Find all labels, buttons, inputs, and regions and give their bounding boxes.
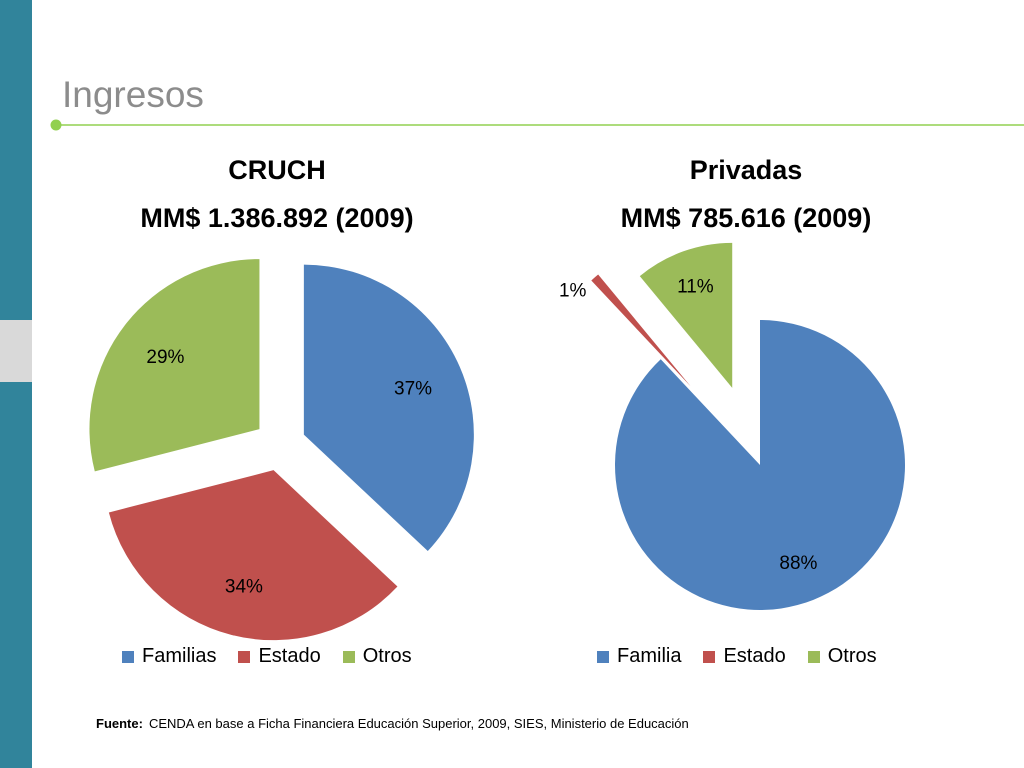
legend-label: Estado — [258, 645, 321, 667]
chart-cruch-subtitle: MM$ 1.386.892 (2009) — [140, 203, 414, 233]
source-note: Fuente: CENDA en base a Ficha Financiera … — [96, 716, 689, 731]
legend-swatch-blue — [122, 650, 134, 663]
legend-label: Familias — [142, 645, 217, 667]
pie-data-label-1-familia: 88% — [779, 553, 817, 574]
pie-slice-1-familia — [615, 320, 906, 610]
legend-label: Estado — [723, 645, 786, 667]
legend-label: Otros — [827, 645, 877, 667]
pie-slice-0-otros — [89, 259, 260, 472]
legend-swatch-red — [238, 650, 251, 663]
legend-item-otros: Otros — [342, 645, 412, 668]
pie-data-label-0-familias: 37% — [394, 378, 432, 399]
pie-slice-1-estado — [591, 274, 691, 387]
chart-privadas-subtitle: MM$ 785.616 (2009) — [620, 203, 872, 233]
legend-swatch-red — [703, 650, 716, 663]
legend-label: Familia — [617, 645, 682, 667]
pie-slice-0-estado — [108, 470, 398, 641]
legend-item-familias: Familias — [122, 645, 216, 668]
legend-swatch-green — [342, 650, 355, 663]
pie-slice-1-otros — [639, 242, 733, 388]
pie-data-label-0-otros: 29% — [146, 347, 184, 368]
legend-label: Otros — [362, 645, 412, 667]
title-divider — [50, 119, 1024, 131]
pie-data-label-1-otros: 11% — [677, 277, 714, 298]
slide-title: Ingresos — [62, 74, 204, 115]
sidebar-highlight — [0, 320, 32, 382]
legend-swatch-green — [807, 650, 820, 663]
legend-swatch-blue — [597, 650, 609, 663]
legend-item-estado: Estado — [238, 645, 321, 668]
source-label: Fuente: — [96, 716, 143, 731]
legend-item-familia: Familia — [597, 645, 681, 668]
legend-item-estado: Estado — [703, 645, 786, 668]
chart-cruch-legend: Familias Estado Otros — [122, 645, 412, 668]
chart-privadas-legend: Familia Estado Otros — [597, 645, 877, 668]
source-text: CENDA en base a Ficha Financiera Educaci… — [148, 716, 689, 731]
chart-cruch-title: CRUCH — [228, 155, 326, 185]
legend-item-otros: Otros — [807, 645, 877, 668]
pie-slice-0-familias — [303, 264, 474, 552]
pie-data-label-1-estado: 1% — [559, 280, 587, 301]
sidebar-accent — [0, 0, 32, 768]
chart-privadas-title: Privadas — [689, 155, 803, 185]
pie-data-label-0-estado: 34% — [225, 576, 263, 597]
